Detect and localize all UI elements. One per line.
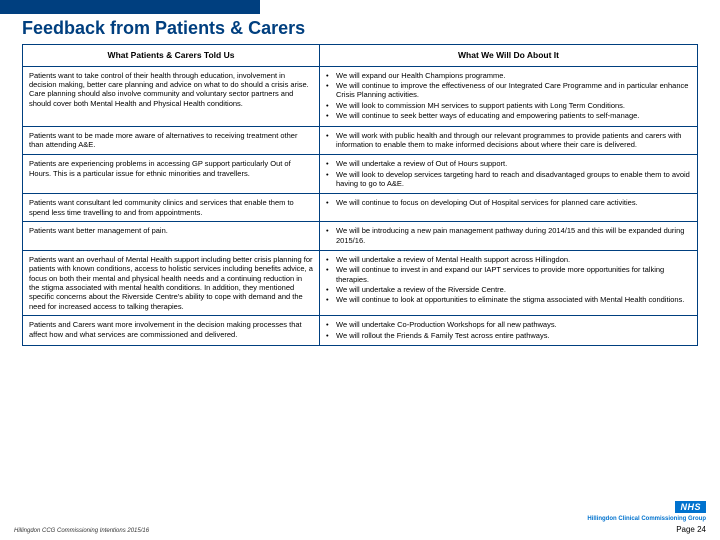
feedback-table: What Patients & Carers Told Us What We W… [22,44,698,346]
table-row: Patients want better management of pain.… [23,222,698,251]
action-cell: We will undertake a review of Mental Hea… [320,250,698,315]
header-accent-bar [0,0,260,14]
action-item: We will undertake a review of Mental Hea… [326,255,691,264]
table-row: Patients want to be made more aware of a… [23,126,698,155]
page-number: Page 24 [676,525,706,534]
table-row: Patients want an overhaul of Mental Heal… [23,250,698,315]
feedback-cell: Patients are experiencing problems in ac… [23,155,320,194]
action-item: We will look to develop services targeti… [326,170,691,189]
footer-doc-title: Hillingdon CCG Commissioning Intentions … [14,528,149,534]
action-cell: We will undertake Co-Production Workshop… [320,316,698,346]
action-item: We will undertake a review of the Rivers… [326,285,691,294]
action-item: We will undertake a review of Out of Hou… [326,159,691,168]
action-item: We will continue to look at opportunitie… [326,295,691,304]
table-row: Patients want to take control of their h… [23,66,698,126]
table-row: Patients want consultant led community c… [23,194,698,222]
column-header-right: What We Will Do About It [320,45,698,67]
table-row: Patients and Carers want more involvemen… [23,316,698,346]
nhs-branding: NHS Hillingdon Clinical Commissioning Gr… [587,497,706,522]
feedback-cell: Patients want consultant led community c… [23,194,320,222]
action-item: We will be introducing a new pain manage… [326,226,691,245]
action-cell: We will undertake a review of Out of Hou… [320,155,698,194]
action-item: We will rollout the Friends & Family Tes… [326,331,691,340]
feedback-cell: Patients want an overhaul of Mental Heal… [23,250,320,315]
action-cell: We will expand our Health Champions prog… [320,66,698,126]
action-item: We will undertake Co-Production Workshop… [326,320,691,329]
column-header-left: What Patients & Carers Told Us [23,45,320,67]
action-item: We will continue to seek better ways of … [326,111,691,120]
table-row: Patients are experiencing problems in ac… [23,155,698,194]
feedback-cell: Patients and Carers want more involvemen… [23,316,320,346]
action-cell: We will be introducing a new pain manage… [320,222,698,251]
action-item: We will expand our Health Champions prog… [326,71,691,80]
feedback-cell: Patients want to be made more aware of a… [23,126,320,155]
feedback-cell: Patients want better management of pain. [23,222,320,251]
action-item: We will continue to focus on developing … [326,198,691,207]
nhs-subtitle: Hillingdon Clinical Commissioning Group [587,516,706,522]
action-item: We will look to commission MH services t… [326,101,691,110]
action-item: We will work with public health and thro… [326,131,691,150]
page-title: Feedback from Patients & Carers [22,18,305,39]
action-item: We will continue to improve the effectiv… [326,81,691,100]
action-cell: We will work with public health and thro… [320,126,698,155]
nhs-logo: NHS [675,501,706,513]
action-cell: We will continue to focus on developing … [320,194,698,222]
action-item: We will continue to invest in and expand… [326,265,691,284]
feedback-cell: Patients want to take control of their h… [23,66,320,126]
